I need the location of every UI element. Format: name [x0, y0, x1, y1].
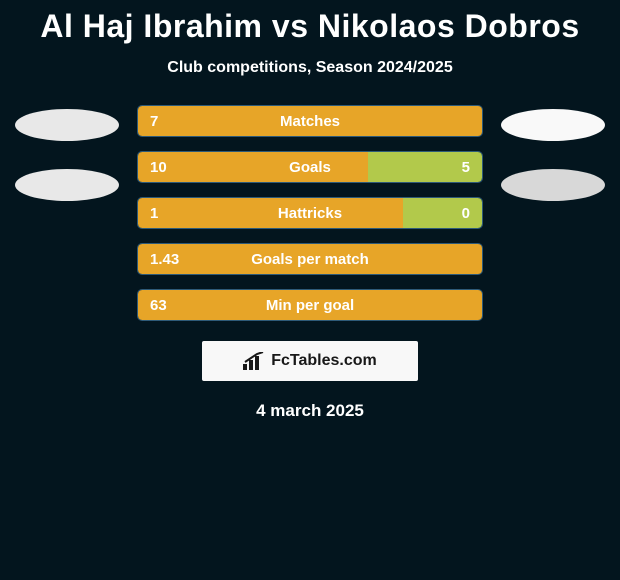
attribution-text: FcTables.com: [271, 352, 377, 370]
date-text: 4 march 2025: [0, 401, 620, 421]
stat-label: Goals per match: [138, 244, 482, 274]
chart-icon: [243, 352, 265, 370]
stat-bar: 10Hattricks: [137, 197, 483, 229]
stat-bar: 7Matches: [137, 105, 483, 137]
stat-bar: 105Goals: [137, 151, 483, 183]
subtitle: Club competitions, Season 2024/2025: [0, 59, 620, 77]
stat-bar: 63Min per goal: [137, 289, 483, 321]
avatar-left: [15, 109, 119, 141]
avatar-right: [501, 109, 605, 141]
stat-bars: 7Matches 105Goals 10Hattricks 1.43Goals per…: [137, 105, 483, 321]
page-title: Al Haj Ibrahim vs Nikolaos Dobros: [0, 8, 620, 45]
left-avatar-column: [15, 105, 119, 201]
stat-label: Goals: [138, 152, 482, 182]
avatar-right: [501, 169, 605, 201]
attribution-badge: FcTables.com: [202, 341, 418, 381]
stat-label: Min per goal: [138, 290, 482, 320]
avatar-left: [15, 169, 119, 201]
stat-label: Matches: [138, 106, 482, 136]
comparison-row: 7Matches 105Goals 10Hattricks 1.43Goals per…: [0, 105, 620, 321]
stat-bar: 1.43Goals per match: [137, 243, 483, 275]
right-avatar-column: [501, 105, 605, 201]
stat-label: Hattricks: [138, 198, 482, 228]
